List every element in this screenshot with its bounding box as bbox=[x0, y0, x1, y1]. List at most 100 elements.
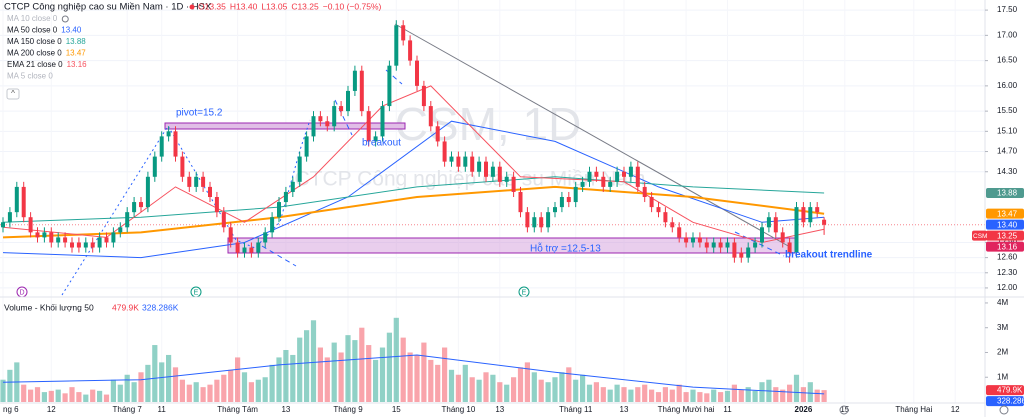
volume-bar bbox=[614, 384, 620, 402]
volume-bar bbox=[683, 392, 689, 402]
volume-bar bbox=[573, 379, 579, 402]
candle-body bbox=[725, 242, 730, 248]
candle-body bbox=[822, 219, 827, 225]
volume-bar bbox=[48, 390, 54, 402]
candle-body bbox=[304, 136, 309, 157]
candle-body bbox=[297, 156, 302, 182]
price-badge-label: 13.47 bbox=[997, 209, 1018, 218]
candle-body bbox=[277, 202, 281, 218]
y-tick-label: 17.00 bbox=[997, 30, 1018, 39]
candle-body bbox=[704, 242, 709, 248]
volume-bar bbox=[655, 392, 662, 402]
candle-body bbox=[435, 126, 440, 142]
candle-body bbox=[497, 166, 502, 182]
volume-bar bbox=[90, 389, 96, 402]
y-tick-label: 4M bbox=[997, 298, 1008, 307]
candle-body bbox=[408, 40, 413, 61]
y-tick-label: 2M bbox=[997, 348, 1008, 357]
candle-body bbox=[635, 166, 640, 187]
goto-button[interactable] bbox=[839, 405, 849, 415]
volume-bar bbox=[552, 377, 558, 402]
legend-name: MA 50 close 0 bbox=[7, 26, 58, 35]
x-tick-label: Tháng 9 bbox=[333, 405, 363, 414]
price-badge-label: 479.9K bbox=[997, 386, 1023, 395]
candle-body bbox=[83, 242, 88, 248]
volume-bar bbox=[745, 387, 751, 402]
x-tick-label: 12 bbox=[951, 405, 960, 414]
candle-body bbox=[760, 227, 764, 243]
candle-body bbox=[394, 25, 399, 66]
volume-bar bbox=[697, 392, 703, 402]
candle-body bbox=[180, 156, 185, 177]
volume-bar bbox=[531, 372, 537, 402]
event-label[interactable]: E bbox=[194, 289, 199, 296]
candle-body bbox=[28, 217, 33, 233]
volume-bar bbox=[138, 372, 144, 402]
volume-bar bbox=[773, 387, 779, 402]
candle-body bbox=[456, 156, 461, 167]
volume-bar bbox=[352, 340, 358, 402]
candle-body bbox=[332, 106, 337, 127]
candle-body bbox=[594, 171, 599, 177]
volume-bar bbox=[241, 372, 248, 402]
event-label[interactable]: E bbox=[522, 289, 527, 296]
x-tick-label: ng 6 bbox=[3, 405, 19, 414]
collapse-icon[interactable]: ^ bbox=[11, 89, 15, 98]
volume-bar bbox=[462, 364, 468, 402]
settings-button[interactable] bbox=[999, 405, 1009, 415]
volume-bar bbox=[386, 332, 392, 402]
candle-body bbox=[187, 176, 192, 187]
price-badge bbox=[986, 396, 1024, 407]
volume-bar bbox=[814, 389, 820, 402]
volume-bar bbox=[642, 384, 648, 402]
candle-body bbox=[387, 65, 392, 107]
volume-bar bbox=[511, 377, 517, 402]
legend-value: 13.47 bbox=[66, 49, 87, 58]
legend-name: MA 10 close 0 bbox=[7, 14, 58, 23]
volume-bar bbox=[28, 389, 34, 402]
volume-bar bbox=[421, 342, 427, 402]
y-tick-label: 12.00 bbox=[997, 283, 1018, 292]
candle-body bbox=[428, 106, 433, 127]
volume-bar bbox=[738, 389, 744, 402]
candle-body bbox=[111, 232, 116, 243]
x-tick-label: Tháng Tám bbox=[217, 405, 258, 414]
candle-body bbox=[663, 212, 668, 223]
legend-value: 13.88 bbox=[66, 37, 87, 46]
candle-body bbox=[753, 242, 758, 248]
plot bbox=[0, 20, 827, 402]
candle-body bbox=[559, 197, 564, 208]
status-dot bbox=[189, 4, 195, 10]
candle-body bbox=[815, 207, 820, 213]
candle-body bbox=[145, 176, 150, 208]
ohlc-value: H13.40 bbox=[230, 1, 258, 11]
candle-body bbox=[739, 252, 744, 258]
volume-bar bbox=[338, 352, 344, 402]
volume-bar bbox=[41, 392, 47, 402]
x-tick-label: 13 bbox=[281, 405, 290, 414]
legend-value: 13.40 bbox=[61, 26, 82, 35]
candle-body bbox=[546, 212, 551, 228]
candle-body bbox=[139, 202, 143, 208]
candle-body bbox=[228, 227, 233, 243]
volume-bar bbox=[262, 377, 268, 402]
x-tick-label: Tháng 7 bbox=[113, 405, 143, 414]
candle-body bbox=[490, 166, 495, 177]
volume-bar bbox=[807, 382, 813, 402]
candle-body bbox=[235, 242, 240, 253]
candle-body bbox=[318, 116, 323, 122]
volume-bar bbox=[724, 390, 731, 402]
price-badge bbox=[986, 187, 1024, 198]
collapse-button[interactable] bbox=[6, 88, 20, 100]
event-label[interactable]: D bbox=[19, 289, 24, 296]
volume-bar bbox=[524, 362, 530, 402]
candle-body bbox=[373, 136, 378, 142]
candle-body bbox=[421, 85, 426, 107]
legend-value: 13.16 bbox=[67, 60, 88, 69]
volume-bar bbox=[276, 357, 282, 402]
volume-bar bbox=[152, 345, 158, 402]
visibility-toggle[interactable] bbox=[61, 15, 69, 23]
volume-bar bbox=[103, 394, 110, 402]
